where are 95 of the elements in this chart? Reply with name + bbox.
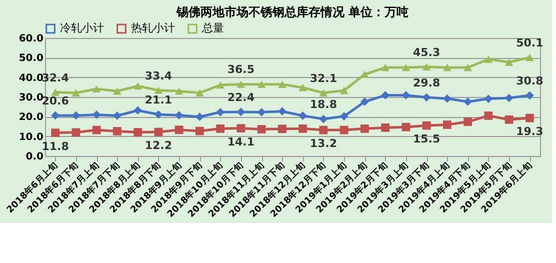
y-tick-label: 0.0 <box>26 152 44 162</box>
point <box>340 112 348 120</box>
point <box>381 91 390 100</box>
point <box>360 98 369 106</box>
legend-label: 冷轧小计 <box>60 22 104 35</box>
point <box>504 115 514 124</box>
data-label: 30.8 <box>516 74 544 88</box>
data-label: 45.3 <box>412 46 440 59</box>
data-label: 14.1 <box>227 135 255 148</box>
point <box>422 63 431 71</box>
point <box>464 98 472 106</box>
point <box>174 87 184 95</box>
point <box>402 122 410 132</box>
point <box>443 120 452 129</box>
y-tick-label: 30.0 <box>18 92 44 104</box>
point <box>154 128 163 136</box>
point <box>340 86 348 94</box>
point <box>402 64 410 72</box>
point <box>174 126 184 134</box>
data-label: 22.4 <box>227 90 255 104</box>
point <box>319 114 328 124</box>
point <box>72 89 80 96</box>
data-label: 32.1 <box>310 72 338 85</box>
y-tick-label: 20.0 <box>18 112 44 124</box>
point <box>216 124 224 133</box>
data-label: 18.8 <box>310 98 338 112</box>
point <box>340 126 348 134</box>
point <box>504 58 514 66</box>
data-label: 50.1 <box>516 36 544 50</box>
point <box>443 94 452 103</box>
legend-label: 热轧小计 <box>131 22 175 35</box>
point <box>51 88 60 96</box>
point <box>526 91 534 100</box>
point <box>196 126 204 136</box>
data-label: 32.4 <box>42 71 70 84</box>
data-label: 33.4 <box>144 69 172 82</box>
point <box>381 123 390 132</box>
data-label: 20.6 <box>42 94 70 108</box>
point <box>174 111 184 120</box>
point <box>422 121 431 130</box>
data-label: 29.8 <box>412 76 440 90</box>
point <box>216 81 224 89</box>
point <box>236 80 246 88</box>
point <box>360 124 369 133</box>
point <box>92 126 101 134</box>
point <box>298 124 307 133</box>
data-label: 11.8 <box>42 140 69 153</box>
point <box>113 112 122 120</box>
point <box>134 106 142 115</box>
point <box>381 64 390 72</box>
y-tick-label: 50.0 <box>18 53 44 64</box>
point <box>464 64 472 72</box>
data-label: 13.2 <box>310 137 338 150</box>
data-label: 21.1 <box>144 94 172 107</box>
point <box>216 108 224 116</box>
point <box>257 125 266 134</box>
point <box>484 112 493 120</box>
point <box>257 108 266 116</box>
point <box>278 80 286 88</box>
point <box>113 127 122 136</box>
y-tick-label: 40.0 <box>18 72 44 84</box>
data-label: 12.2 <box>144 139 172 152</box>
point <box>278 124 286 134</box>
point <box>298 84 307 92</box>
point <box>51 111 60 120</box>
legend-label: 总量 <box>201 22 224 35</box>
point <box>422 93 431 102</box>
point <box>484 94 493 103</box>
data-label: 36.5 <box>227 63 255 76</box>
point <box>319 89 328 96</box>
data-label: 15.5 <box>412 132 440 146</box>
point <box>51 128 60 137</box>
point <box>484 56 493 63</box>
point <box>92 85 101 93</box>
point <box>92 110 101 119</box>
point <box>134 128 142 136</box>
chart-title: 锡佛两地市场不锈钢总库存情况 单位：万吨 <box>175 5 409 19</box>
point <box>196 112 204 122</box>
point <box>134 82 142 90</box>
point <box>319 126 328 134</box>
point <box>154 86 163 94</box>
point <box>464 118 472 126</box>
y-tick-label: 60.0 <box>18 34 44 44</box>
point <box>298 112 307 120</box>
point <box>236 124 246 132</box>
point <box>72 128 80 137</box>
y-tick-label: 10.0 <box>18 132 44 143</box>
point <box>443 64 452 72</box>
data-label: 19.3 <box>516 125 544 138</box>
point <box>526 114 534 122</box>
point <box>257 80 266 88</box>
point <box>526 54 534 62</box>
point <box>196 89 204 96</box>
point <box>113 87 122 95</box>
point <box>278 107 286 116</box>
